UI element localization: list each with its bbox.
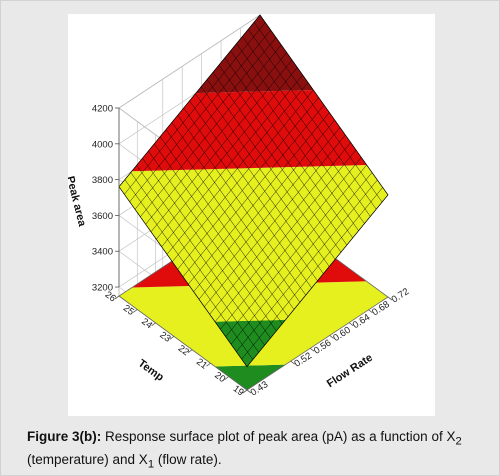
x-tick-5: [368, 309, 373, 314]
x-tick-4: [348, 322, 354, 326]
mesh-line-temp-20: [140, 44, 282, 217]
mesh-line-temp-21: [134, 37, 277, 210]
mesh-line-flow-23: [253, 22, 383, 203]
x-tick-label-6: 0.72: [390, 286, 412, 305]
y-tick-label-2: 21: [194, 356, 209, 371]
z-axis-label: Peak area: [68, 175, 88, 229]
caption-sub-1: 2: [455, 435, 462, 448]
z-tick-label-0: 3200: [92, 283, 113, 294]
mesh-line-temp-23: [124, 22, 266, 195]
surface-band-dark-red: [195, 15, 314, 94]
figure-caption: Figure 3(b): Response surface plot of pe…: [27, 428, 477, 473]
surface-band-green: [215, 319, 286, 367]
y-tick-7: [114, 295, 120, 300]
figure-label: Figure 3(b):: [27, 429, 102, 444]
y-tick-label-3: 22: [176, 343, 191, 358]
y-axis-label: Temp: [136, 357, 166, 384]
mesh-line-flow-22: [248, 29, 377, 210]
y-tick-6: [133, 309, 138, 313]
z-tick-label-5: 4200: [92, 104, 113, 115]
z-tick-label-4: 4000: [92, 139, 113, 150]
y-tick-0: [242, 389, 248, 394]
x-tick-2: [309, 347, 315, 352]
x-tick-6: [387, 296, 393, 301]
caption-text-3: (flow rate).: [154, 451, 222, 467]
caption-text-2: (temperature) and X: [27, 451, 148, 467]
y-tick-label-5: 24: [139, 316, 154, 331]
y-tick-label-1: 20: [212, 370, 227, 385]
z-tick-label-3: 3800: [92, 175, 113, 186]
y-tick-label-0: 19: [231, 383, 246, 398]
caption-text-1: Response surface plot of peak area (pA) …: [101, 429, 456, 444]
y-tick-label-7: 26: [103, 289, 118, 304]
mesh-line-temp-22: [129, 29, 271, 202]
y-tick-1: [224, 376, 229, 380]
y-tick-label-4: 23: [158, 330, 173, 345]
floor-band-green: [215, 364, 286, 390]
z-tick-label-2: 3600: [92, 211, 113, 222]
caption-sub-2: 1: [147, 458, 155, 471]
x-tick-3: [329, 335, 334, 339]
y-tick-3: [187, 349, 193, 354]
surface-outline: [118, 14, 389, 368]
y-tick-label-6: 25: [121, 303, 136, 318]
mesh-line-flow-21: [242, 36, 371, 217]
x-axis-label: Flow Rate: [325, 352, 375, 390]
x-tick-0: [246, 389, 252, 394]
y-tick-2: [206, 362, 211, 367]
y-tick-5: [151, 322, 156, 327]
z-tick-label-1: 3400: [92, 247, 113, 258]
x-tick-1: [290, 360, 295, 365]
y-tick-4: [169, 335, 175, 340]
